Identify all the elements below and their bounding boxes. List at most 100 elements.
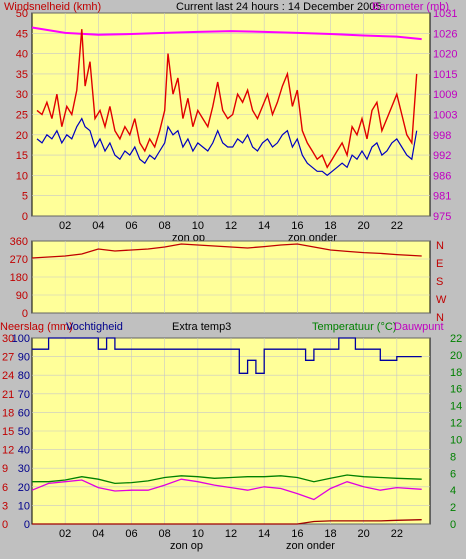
- baro-tick-label: 981: [433, 191, 451, 203]
- top-x-axis-ticks: 02 04 06 08 10 12 14 16 18 20 22: [59, 220, 403, 232]
- temperature-tick-label: 8: [450, 451, 456, 463]
- x-tick-label: 12: [225, 220, 237, 232]
- pressure-series-line: [31, 26, 422, 41]
- temperature-tick-label: 10: [450, 434, 462, 446]
- wind-avg-series-line: [36, 117, 418, 177]
- humidity-tick-label: 80: [18, 370, 30, 382]
- rain-axis-label: Neerslag (mm): [0, 321, 73, 333]
- rain-tick-label: 9: [2, 463, 8, 475]
- x-tick-label: 02: [59, 528, 71, 540]
- wind-tick-label: 5: [22, 191, 28, 203]
- humidity-axis-ticks: 0 10 20 30 40 50 60 70 80 90 100: [12, 333, 30, 531]
- x-tick-label: 14: [258, 528, 270, 540]
- x-tick-label: 06: [125, 220, 137, 232]
- humidity-axis-label: Vochtigheid: [66, 321, 123, 333]
- baro-tick-label: 1020: [433, 49, 457, 61]
- humidity-series-line: [32, 337, 422, 374]
- baro-tick-label: 1009: [433, 89, 457, 101]
- temperature-tick-label: 20: [450, 350, 462, 362]
- humidity-tick-label: 60: [18, 407, 30, 419]
- compass-tick-label: W: [436, 294, 447, 306]
- wind-tick-label: 0: [22, 211, 28, 223]
- direction-series: [31, 243, 422, 259]
- wind-direction-series-line: [31, 243, 422, 259]
- wind-tick-label: 40: [16, 49, 28, 61]
- rain-tick-label: 0: [2, 519, 8, 531]
- humidity-tick-label: 40: [18, 445, 30, 457]
- x-tick-label: 04: [92, 528, 104, 540]
- rain-tick-label: 18: [2, 407, 14, 419]
- bottom-x-axis-ticks: 02 04 06 08 10 12 14 16 18 20 22: [59, 528, 403, 540]
- temperature-tick-label: 12: [450, 418, 462, 430]
- wind-tick-label: 25: [16, 110, 28, 122]
- sunset-label-bottom: zon onder: [286, 540, 335, 552]
- x-tick-label: 20: [358, 220, 370, 232]
- x-tick-label: 10: [192, 528, 204, 540]
- baro-tick-label: 1031: [433, 8, 457, 20]
- chart-title: Current last 24 hours : 14 December 2005: [176, 1, 381, 13]
- rain-tick-label: 15: [2, 426, 14, 438]
- humidity-tick-label: 70: [18, 389, 30, 401]
- wind-axis-ticks: 0 5 10 15 20 25 30 35 40 45 50: [16, 8, 28, 223]
- wind-tick-label: 35: [16, 69, 28, 81]
- sunrise-label-bottom: zon op: [170, 540, 203, 552]
- rain-tick-label: 21: [2, 389, 14, 401]
- x-tick-label: 02: [59, 220, 71, 232]
- wind-tick-label: 30: [16, 89, 28, 101]
- direction-tick-label: 180: [10, 272, 28, 284]
- temperature-axis-label: Temperatuur (°C): [312, 321, 396, 333]
- x-tick-label: 22: [391, 528, 403, 540]
- x-tick-label: 12: [225, 528, 237, 540]
- x-tick-label: 14: [258, 220, 270, 232]
- wind-gust-series-line: [36, 29, 418, 169]
- x-tick-label: 18: [324, 528, 336, 540]
- x-tick-label: 22: [391, 220, 403, 232]
- rain-series-line: [32, 519, 422, 525]
- direction-tick-label: 270: [10, 254, 28, 266]
- temperature-tick-label: 18: [450, 367, 462, 379]
- wind-baro-grid: [32, 12, 430, 217]
- humidity-tick-label: 50: [18, 426, 30, 438]
- compass-tick-label: N: [436, 240, 444, 252]
- temperature-axis-ticks: 0 2 4 6 8 10 12 14 16 18 20 22: [450, 333, 462, 531]
- baro-tick-label: 1003: [433, 110, 457, 122]
- direction-tick-label: 90: [16, 290, 28, 302]
- wind-baro-series: [31, 26, 422, 177]
- temperature-tick-label: 6: [450, 468, 456, 480]
- compass-tick-label: N: [436, 312, 444, 324]
- direction-axis-ticks: 0 90 180 270 360: [10, 236, 28, 320]
- baro-tick-label: 998: [433, 130, 451, 142]
- temperature-tick-label: 0: [450, 519, 456, 531]
- x-tick-label: 04: [92, 220, 104, 232]
- wind-tick-label: 50: [16, 8, 28, 20]
- dewpoint-axis-label: Dauwpunt: [394, 321, 444, 333]
- rain-tick-label: 3: [2, 500, 8, 512]
- direction-grid: [32, 240, 430, 314]
- humidity-tick-label: 20: [18, 482, 30, 494]
- wind-tick-label: 10: [16, 170, 28, 182]
- humidity-temp-series: [31, 337, 422, 525]
- temperature-tick-label: 16: [450, 384, 462, 396]
- rain-tick-label: 30: [2, 333, 14, 345]
- direction-tick-label: 360: [10, 236, 28, 248]
- rain-tick-label: 12: [2, 445, 14, 457]
- rain-axis-ticks: 0 3 6 9 12 15 18 21 24 27 30: [2, 333, 14, 531]
- x-tick-label: 06: [125, 528, 137, 540]
- compass-tick-label: E: [436, 258, 443, 270]
- humidity-tick-label: 30: [18, 463, 30, 475]
- baro-tick-label: 1015: [433, 69, 457, 81]
- rain-tick-label: 27: [2, 352, 14, 364]
- humidity-tick-label: 100: [12, 333, 30, 345]
- dewpoint-series-line: [31, 478, 422, 501]
- x-tick-label: 10: [192, 220, 204, 232]
- temperature-tick-label: 4: [450, 485, 456, 497]
- baro-tick-label: 975: [433, 211, 451, 223]
- humidity-tick-label: 10: [18, 500, 30, 512]
- baro-tick-label: 992: [433, 150, 451, 162]
- x-tick-label: 08: [159, 220, 171, 232]
- humidity-tick-label: 0: [24, 519, 30, 531]
- temperature-tick-label: 14: [450, 401, 462, 413]
